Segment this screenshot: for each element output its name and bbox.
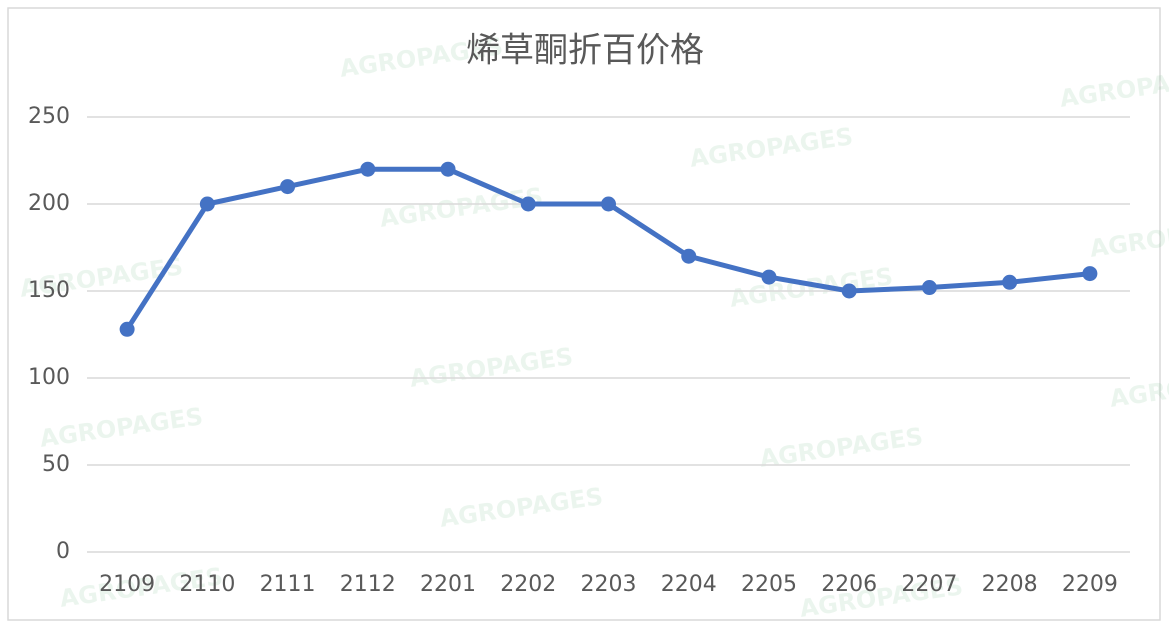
marker: [280, 179, 296, 195]
marker: [199, 196, 215, 212]
marker: [681, 248, 697, 264]
marker: [119, 321, 135, 337]
y-tick-label: 150: [28, 278, 70, 303]
y-tick-label: 0: [56, 539, 70, 564]
x-tick-label: 2206: [821, 572, 877, 597]
y-tick-label: 50: [42, 452, 70, 477]
marker: [440, 161, 456, 177]
x-tick-label: 2204: [661, 572, 717, 597]
x-tick-label: 2109: [99, 572, 155, 597]
marker: [921, 280, 937, 296]
x-tick-label: 2112: [340, 572, 396, 597]
x-tick-label: 2111: [260, 572, 316, 597]
marker: [1002, 274, 1018, 290]
marker: [520, 196, 536, 212]
chart-title: 烯草酮折百价格: [466, 31, 704, 71]
x-tick-label: 2202: [500, 572, 556, 597]
marker: [841, 283, 857, 299]
marker: [601, 196, 616, 212]
marker: [360, 161, 376, 177]
x-tick-label: 2209: [1062, 572, 1118, 597]
marker: [1082, 266, 1098, 282]
x-tick-label: 2205: [741, 572, 797, 597]
x-tick-label: 2110: [179, 572, 235, 597]
chart-frame: [7, 7, 1161, 621]
y-tick-label: 250: [28, 104, 70, 129]
y-tick-label: 200: [28, 191, 70, 216]
x-tick-label: 2203: [581, 572, 637, 597]
x-tick-label: 2207: [901, 572, 957, 597]
marker: [761, 269, 777, 285]
x-tick-label: 2201: [420, 572, 476, 597]
y-tick-label: 100: [28, 365, 70, 390]
x-tick-label: 2208: [982, 572, 1038, 597]
